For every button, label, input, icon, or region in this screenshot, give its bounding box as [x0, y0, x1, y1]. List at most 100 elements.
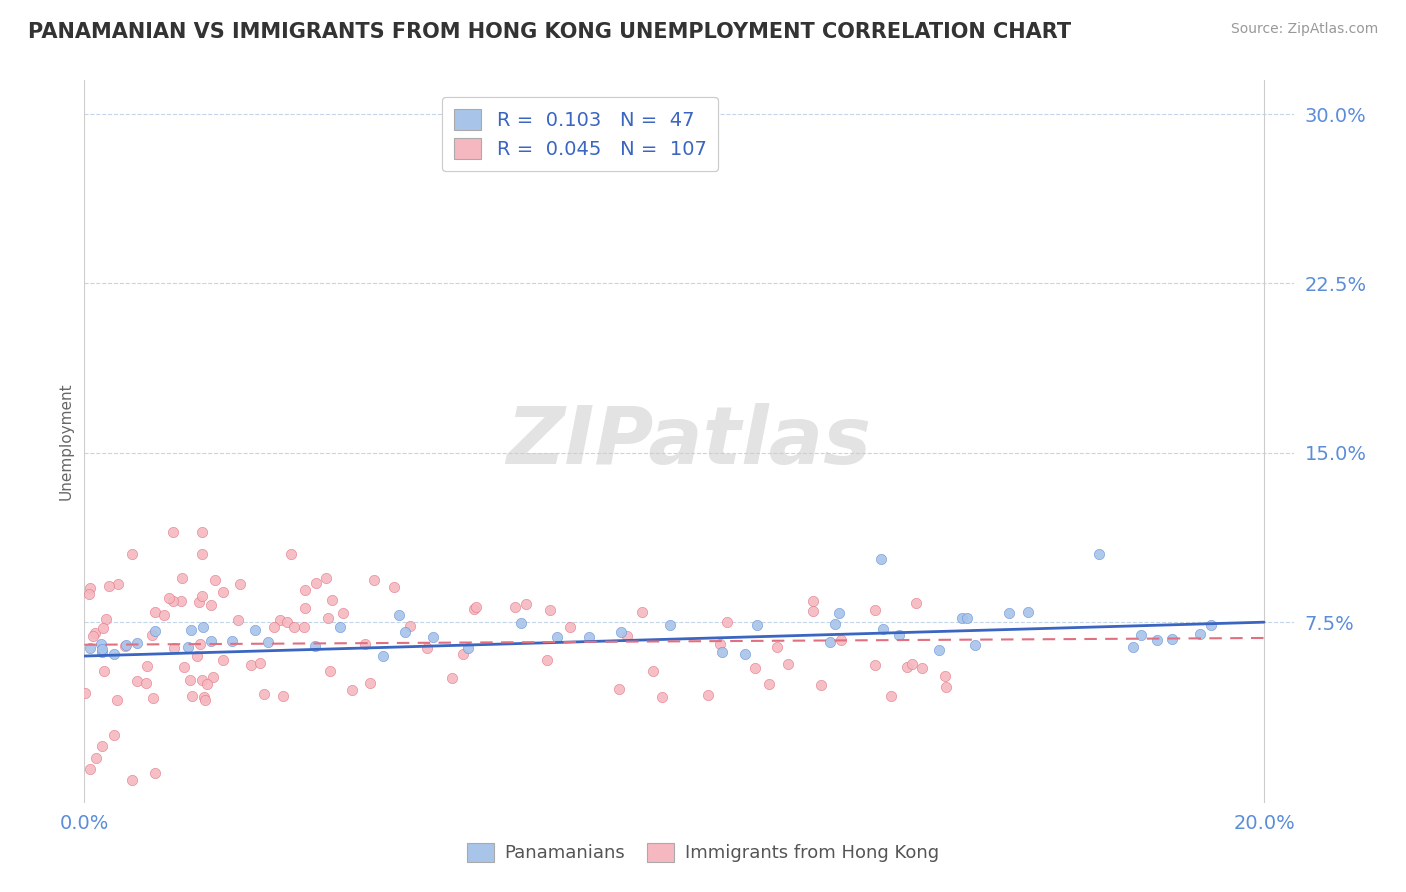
Point [998, 607, 1021, 621]
Point [91, 642, 114, 657]
Point [399, 619, 422, 633]
Point [269, 613, 291, 627]
Point [82, 629, 104, 643]
Point [934, 669, 956, 683]
Point [276, 615, 298, 629]
Point [143, 766, 166, 780]
Point [253, 687, 276, 701]
Point [641, 664, 664, 678]
Point [180, 689, 202, 703]
Point [863, 657, 886, 672]
Point [229, 576, 252, 591]
Point [935, 681, 957, 695]
Point [191, 673, 214, 688]
Point [135, 675, 157, 690]
Point [607, 682, 630, 697]
Point [778, 657, 800, 672]
Point [354, 637, 377, 651]
Point [515, 597, 537, 611]
Point [179, 673, 201, 688]
Point [872, 622, 894, 636]
Point [136, 659, 159, 673]
Point [125, 673, 148, 688]
Point [191, 524, 214, 539]
Point [204, 573, 226, 587]
Point [382, 580, 405, 594]
Point [157, 591, 180, 605]
Point [616, 629, 638, 643]
Point [170, 594, 193, 608]
Point [869, 552, 891, 566]
Text: Source: ZipAtlas.com: Source: ZipAtlas.com [1230, 22, 1378, 37]
Point [257, 634, 280, 648]
Point [90, 637, 112, 651]
Y-axis label: Unemployment: Unemployment [58, 383, 73, 500]
Point [457, 640, 479, 655]
Point [83, 626, 105, 640]
Point [121, 773, 143, 788]
Point [315, 571, 337, 585]
Point [901, 657, 924, 671]
Point [79, 762, 101, 776]
Point [1199, 617, 1222, 632]
Point [200, 634, 222, 648]
Point [202, 670, 225, 684]
Point [191, 548, 214, 562]
Point [177, 640, 200, 655]
Point [1146, 633, 1168, 648]
Point [801, 604, 824, 618]
Point [319, 664, 342, 678]
Point [503, 599, 526, 614]
Point [91, 645, 114, 659]
Point [84, 750, 107, 764]
Point [211, 585, 233, 599]
Point [889, 628, 911, 642]
Point [173, 660, 195, 674]
Point [75, 686, 97, 700]
Point [316, 610, 339, 624]
Point [928, 643, 950, 657]
Point [560, 620, 582, 634]
Point [745, 617, 768, 632]
Point [905, 596, 928, 610]
Point [546, 630, 568, 644]
Point [195, 677, 218, 691]
Point [292, 620, 315, 634]
Point [416, 641, 439, 656]
Point [359, 676, 381, 690]
Point [422, 630, 444, 644]
Point [388, 608, 411, 623]
Point [153, 607, 176, 622]
Point [716, 615, 738, 629]
Point [91, 621, 114, 635]
Point [294, 582, 316, 597]
Point [332, 606, 354, 620]
Point [304, 640, 326, 654]
Point [127, 636, 149, 650]
Legend: R =  0.103   N =  47, R =  0.045   N =  107: R = 0.103 N = 47, R = 0.045 N = 107 [441, 97, 718, 170]
Point [801, 594, 824, 608]
Point [453, 647, 475, 661]
Point [188, 637, 211, 651]
Point [103, 728, 125, 742]
Point [243, 624, 266, 638]
Point [1017, 606, 1039, 620]
Point [283, 620, 305, 634]
Point [651, 690, 673, 704]
Point [107, 693, 129, 707]
Point [91, 739, 114, 754]
Point [114, 640, 136, 654]
Point [963, 639, 986, 653]
Point [212, 653, 235, 667]
Point [79, 582, 101, 596]
Point [911, 661, 934, 675]
Point [373, 648, 395, 663]
Point [610, 625, 633, 640]
Point [758, 677, 780, 691]
Point [1189, 627, 1212, 641]
Point [98, 579, 121, 593]
Point [697, 688, 720, 702]
Point [226, 614, 249, 628]
Point [193, 690, 215, 704]
Point [463, 601, 485, 615]
